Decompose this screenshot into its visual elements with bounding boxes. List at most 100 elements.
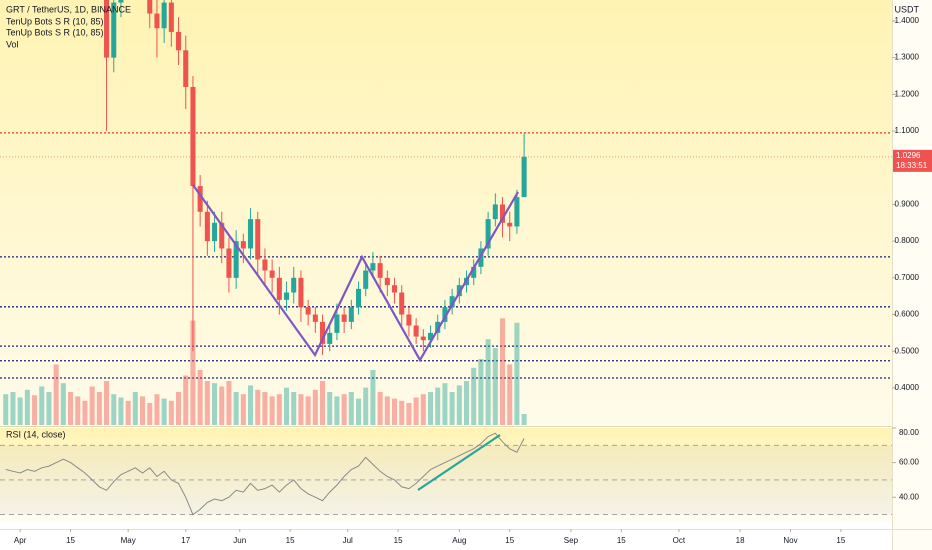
candle-body: [485, 219, 491, 249]
candle-body: [190, 86, 196, 187]
volume-bar: [248, 385, 254, 425]
x-tick-label: 15: [617, 536, 626, 545]
volume-bar: [507, 364, 513, 425]
candle-body: [327, 332, 333, 344]
volume-bar: [118, 397, 124, 425]
candle-body: [219, 222, 225, 249]
volume-bar: [89, 386, 95, 425]
x-tick-label: 15: [286, 536, 295, 545]
candle-body: [507, 222, 513, 227]
volume-bar: [377, 392, 383, 425]
countdown-label: 18:33:51: [896, 161, 928, 170]
rsi-tick-label: 40.00: [899, 492, 920, 501]
rsi-pane: [0, 428, 892, 522]
volume-bar: [485, 339, 491, 425]
volume-bar: [154, 394, 160, 425]
candle-body: [312, 314, 318, 322]
volume-bar: [269, 396, 275, 425]
candle-body: [442, 307, 448, 322]
candle-body: [413, 325, 419, 337]
x-tick-label: 15: [505, 536, 514, 545]
candle-body: [111, 2, 117, 58]
candle-body: [384, 277, 390, 286]
x-tick-label: Nov: [783, 536, 797, 545]
rsi-series: [0, 432, 892, 516]
candle-body: [499, 204, 506, 223]
w-pattern-drawing: [192, 184, 519, 363]
candle-body: [392, 285, 398, 293]
candle-body: [320, 321, 326, 344]
volume-bar: [39, 386, 45, 425]
candle-body: [147, 0, 153, 14]
x-tick-label: 15: [394, 536, 403, 545]
volume-bar: [348, 392, 354, 425]
volume-bar: [334, 396, 340, 425]
volume-bar: [492, 348, 498, 425]
candle-body: [255, 219, 261, 260]
volume-bar: [219, 386, 225, 425]
candle-body: [291, 277, 297, 293]
volume-bar: [435, 387, 441, 425]
indicator-label: TenUp Bots S R (10, 85): [6, 16, 104, 26]
candle-body: [428, 332, 434, 341]
volume-bar: [449, 392, 455, 425]
volume-bar: [226, 381, 232, 425]
volume-bar: [327, 392, 333, 425]
volume-bar: [68, 392, 74, 425]
volume-bar: [183, 375, 189, 425]
candle-body: [197, 186, 203, 212]
volume-bar: [32, 395, 38, 425]
volume-bar: [3, 394, 9, 425]
volume-bar: [233, 392, 239, 425]
x-tick-label: Jun: [233, 536, 246, 545]
candle-body: [356, 288, 362, 308]
volume-bar: [24, 389, 30, 425]
candle-body: [514, 197, 520, 227]
candle-body: [348, 307, 354, 322]
candle-body: [212, 222, 218, 242]
candle-body: [449, 296, 455, 308]
volume-bar: [255, 389, 261, 425]
last-price-box: [893, 149, 932, 172]
candle-body: [276, 277, 282, 300]
volume-bar: [204, 381, 210, 425]
x-tick-label: 15: [836, 536, 845, 545]
y-tick-label: 0.5000: [895, 346, 920, 355]
candle-body: [370, 263, 376, 271]
volume-bar: [392, 398, 398, 425]
y-tick-label: 0.9000: [895, 200, 920, 209]
volume-bar: [298, 394, 304, 425]
candle-body: [298, 277, 304, 308]
rsi-tick-label: 60.00: [899, 458, 920, 467]
volume-bar: [168, 400, 174, 425]
volume-bar: [471, 367, 477, 425]
indicator-label: TenUp Bots S R (10, 85): [6, 27, 104, 37]
volume-bar: [75, 396, 81, 425]
candle-body: [104, 0, 110, 58]
candle-body: [226, 248, 232, 278]
last-price-label: 1.0296: [896, 151, 921, 160]
symbol-title: GRT / TetherUS, 1D, BINANCE: [6, 4, 131, 14]
candle-body: [269, 270, 275, 278]
candle-body: [284, 292, 290, 300]
volume-bar: [132, 392, 138, 425]
volume-bar: [499, 318, 506, 425]
volume-bar: [276, 394, 282, 425]
rsi-line: [5, 432, 525, 516]
candle-body: [183, 50, 189, 87]
main-series: [0, 0, 892, 425]
volume-bar: [82, 400, 88, 425]
y-tick-label: 1.2000: [895, 89, 920, 98]
candle-body: [435, 321, 441, 333]
y-tick-label: 1.3000: [895, 53, 920, 62]
candle-body: [118, 0, 124, 3]
x-tick-label: 17: [181, 536, 190, 545]
x-tick-label: 18: [736, 536, 745, 545]
volume-bar: [514, 322, 520, 425]
volume-bar: [312, 389, 318, 425]
volume-bar: [363, 387, 369, 425]
volume-bar: [147, 403, 153, 425]
x-tick-label: Aug: [452, 536, 466, 545]
axis-unit: USDT: [895, 4, 920, 14]
